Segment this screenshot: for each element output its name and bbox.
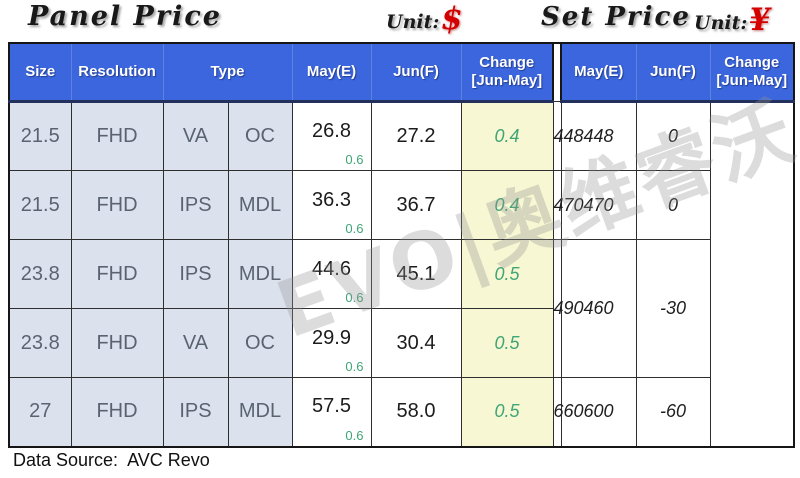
- cell-type-b: MDL: [227, 377, 293, 447]
- cell-set-jun-merged: 460: [560, 239, 637, 378]
- cell-set-change: 0: [635, 101, 711, 171]
- table-row: 23.8 FHD IPS MDL 44.6 0.6 45.1 0.5 490 4…: [8, 239, 794, 378]
- cell-panel-may: 57.5 0.6: [291, 377, 372, 447]
- cell-type-b: OC: [227, 308, 293, 378]
- cell-set-jun: 600: [560, 377, 637, 447]
- panel-may-value: 29.9: [312, 326, 351, 349]
- cell-set-jun: 448: [560, 101, 637, 171]
- panel-may-subvalue: 0.6: [345, 427, 364, 443]
- panel-may-value: 26.8: [312, 120, 351, 142]
- col-header-size: Size: [8, 42, 72, 103]
- cell-panel-jun: 45.1: [370, 239, 462, 309]
- cell-panel-change: 0.5: [460, 377, 554, 447]
- col-header-resolution: Resolution: [70, 42, 164, 103]
- col-header-change: Change [Jun-May]: [460, 42, 554, 103]
- cell-type-a: IPS: [162, 377, 229, 447]
- table-row: 27 FHD IPS MDL 57.5 0.6 58.0 0.5 660 600…: [8, 377, 794, 447]
- cell-panel-jun: 36.7: [370, 170, 462, 240]
- cell-set-may-merged: 490: [552, 239, 584, 378]
- cell-panel-change: 0.5: [460, 308, 554, 378]
- panel-may-subvalue: 0.6: [345, 290, 364, 305]
- cell-size: 21.5: [8, 170, 72, 240]
- panel-may-subvalue: 0.6: [345, 221, 364, 236]
- table-divider: [552, 43, 562, 102]
- panel-may-value: 44.6: [312, 257, 351, 280]
- cell-type-b: MDL: [227, 239, 293, 309]
- col-header-jun: Jun(F): [370, 42, 462, 103]
- cell-panel-may: 44.6 0.6: [291, 239, 372, 309]
- panel-price-title: Panel Price: [28, 1, 222, 32]
- cell-panel-jun: 58.0: [370, 377, 462, 447]
- cell-type-a: VA: [162, 308, 229, 378]
- col-header-set-jun: Jun(F): [635, 42, 711, 103]
- cell-type-b: OC: [227, 101, 293, 171]
- cell-size: 23.8: [8, 239, 72, 309]
- cell-set-change: -60: [635, 377, 711, 447]
- yen-symbol: ¥: [749, 2, 771, 38]
- col-header-set-may: May(E): [560, 42, 637, 103]
- table-row: 23.8 FHD VA OC 29.9 0.6 30.4 0.5: [8, 308, 794, 378]
- cell-resolution: FHD: [70, 239, 164, 309]
- cell-set-may: 470: [552, 170, 584, 240]
- col-header-may: May(E): [291, 42, 372, 103]
- set-unit-label: Unit:: [694, 12, 748, 34]
- col-header-type: Type: [162, 42, 293, 103]
- panel-may-subvalue: 0.6: [345, 359, 364, 374]
- cell-panel-change: 0.4: [460, 101, 554, 171]
- dollar-symbol: $: [441, 1, 463, 37]
- cell-type-b: MDL: [227, 170, 293, 240]
- cell-size: 23.8: [8, 308, 72, 378]
- price-table: Size Resolution Type May(E) Jun(F) Chang…: [8, 42, 795, 448]
- cell-panel-jun: 27.2: [370, 101, 462, 171]
- cell-set-change: 0: [635, 170, 711, 240]
- table-header-row: Size Resolution Type May(E) Jun(F) Chang…: [8, 42, 795, 103]
- cell-type-a: IPS: [162, 170, 229, 240]
- cell-panel-may: 36.3 0.6: [291, 170, 372, 240]
- cell-type-a: VA: [162, 101, 229, 171]
- cell-resolution: FHD: [70, 377, 164, 447]
- cell-resolution: FHD: [70, 101, 164, 171]
- cell-panel-change: 0.4: [460, 170, 554, 240]
- table-row: 21.5 FHD IPS MDL 36.3 0.6 36.7 0.4 470 4…: [8, 170, 794, 240]
- panel-unit-label: Unit:: [386, 11, 440, 33]
- cell-resolution: FHD: [70, 308, 164, 378]
- cell-panel-may: 26.8 0.6: [291, 101, 372, 171]
- cell-panel-jun: 30.4: [370, 308, 462, 378]
- cell-size: 21.5: [8, 101, 72, 171]
- cell-set-change-merged: -30: [635, 239, 711, 378]
- cell-size: 27: [8, 377, 72, 447]
- panel-may-subvalue: 0.6: [345, 152, 364, 167]
- data-source-label: Data Source: AVC Revo: [13, 450, 210, 470]
- set-price-title: Set Price: [541, 2, 691, 32]
- cell-resolution: FHD: [70, 170, 164, 240]
- cell-type-a: IPS: [162, 239, 229, 309]
- cell-panel-change: 0.5: [460, 239, 554, 309]
- cell-set-may: 448: [552, 101, 584, 171]
- panel-may-value: 36.3: [312, 188, 351, 211]
- panel-may-value: 57.5: [312, 395, 351, 418]
- col-header-set-change: Change [Jun-May]: [709, 42, 795, 103]
- table-row: 21.5 FHD VA OC 26.8 0.6 27.2 0.4 448 448…: [8, 101, 794, 171]
- cell-panel-may: 29.9 0.6: [291, 308, 372, 378]
- cell-set-may: 660: [552, 377, 584, 447]
